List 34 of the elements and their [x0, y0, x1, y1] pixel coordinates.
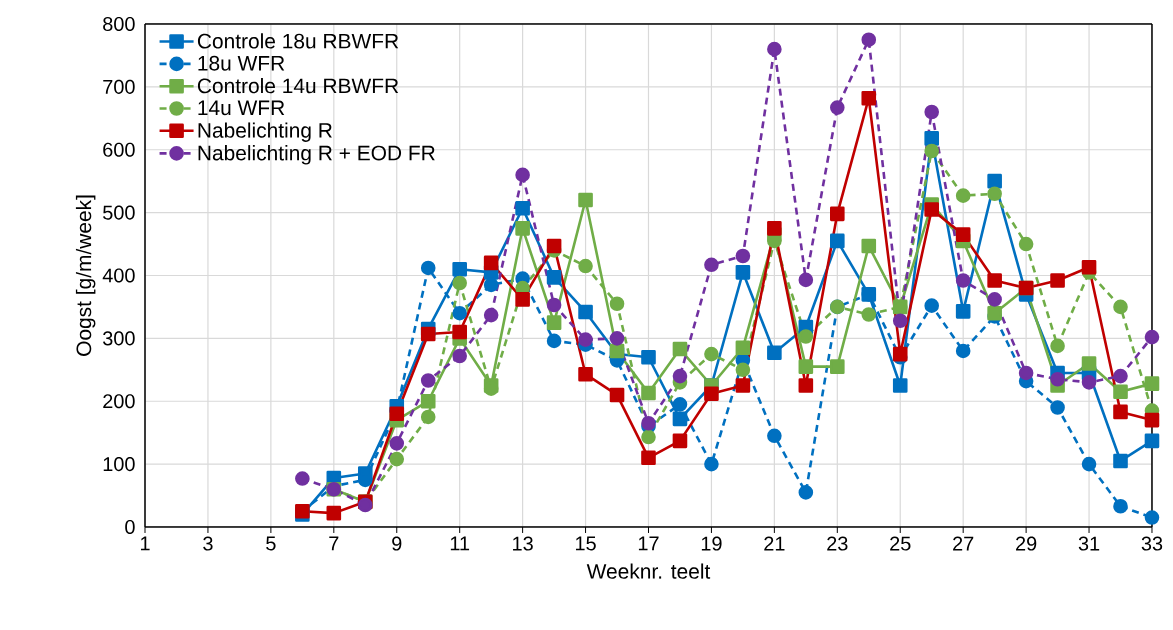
x-tick-label: 21	[764, 536, 785, 551]
x-tick-label: 11	[450, 536, 470, 551]
x-tick-label: 17	[638, 536, 659, 551]
y-tick-label: 100	[103, 457, 135, 472]
legend-label: Controle 18u RBWFR	[197, 33, 399, 49]
x-tick-label: 27	[953, 536, 974, 551]
y-tick-label: 300	[103, 331, 135, 346]
y-tick-label: 700	[103, 79, 135, 94]
x-tick-label: 15	[575, 536, 596, 551]
legend-label: Nabelichting R + EOD FR	[198, 145, 435, 165]
x-tick-label: 25	[890, 536, 911, 551]
legend-label: 18u WFR	[198, 55, 285, 71]
y-axis-title: Oogst [g/m/week]	[75, 195, 96, 356]
x-tick-label: 3	[203, 536, 213, 551]
x-tick-label: 19	[701, 536, 722, 551]
legend-label: Nabelichting R	[198, 122, 332, 142]
x-tick-label: 5	[266, 536, 276, 551]
x-tick-label: 33	[1141, 536, 1163, 551]
x-tick-label: 13	[513, 536, 533, 551]
x-tick-label: 23	[827, 536, 848, 551]
x-tick-label: 31	[1078, 536, 1100, 551]
y-tick-label: 600	[103, 142, 135, 157]
legend-label: 14u WFR	[198, 100, 285, 116]
y-tick-label: 500	[103, 205, 135, 220]
y-tick-label: 200	[103, 394, 135, 409]
x-tick-label: 1	[140, 536, 150, 551]
x-axis-title: Weeknr. teelt	[586, 563, 711, 579]
x-tick-label: 9	[392, 536, 402, 551]
y-tick-label: 0	[125, 519, 135, 535]
x-tick-label: 7	[329, 536, 339, 551]
y-tick-label: 400	[102, 268, 135, 283]
legend-label: Controle 14u RBWFR	[197, 77, 399, 94]
y-tick-label: 800	[103, 16, 135, 32]
x-tick-label: 29	[1016, 536, 1037, 551]
